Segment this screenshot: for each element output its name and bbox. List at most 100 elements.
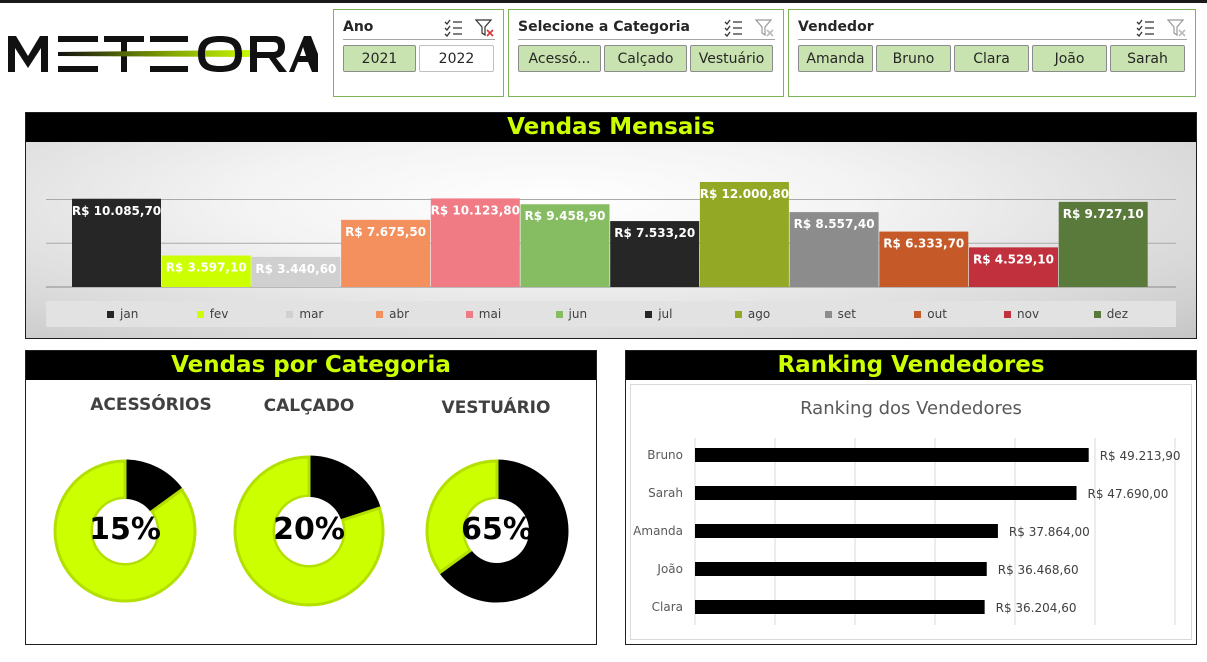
- donut-slice: [53, 459, 197, 603]
- slicer-vendedor: Vendedor Amanda Bruno Clara João Sarah: [788, 9, 1196, 97]
- legend-swatch: [555, 310, 563, 318]
- legend-swatch: [107, 310, 114, 318]
- legend-swatch: [1004, 310, 1011, 318]
- monthly-sales-legend: jan fev mar abr mai jun jul ago set out nov dez: [46, 301, 1176, 327]
- legend-swatch: [1093, 310, 1101, 318]
- legend-swatch: [286, 310, 294, 318]
- clear-filter-icon[interactable]: [755, 18, 775, 38]
- rank-category-label: Amanda: [633, 524, 683, 538]
- rank-value-label: R$ 36.468,60: [998, 563, 1079, 577]
- data-label-mar: R$ 3.440,60: [255, 262, 336, 276]
- slicer-categoria-title: Selecione a Categoria: [518, 19, 690, 35]
- category-label-0: ACESSÓRIOS: [90, 395, 212, 415]
- slicer-ano-title: Ano: [343, 19, 374, 35]
- bar-abr: [341, 219, 431, 287]
- legend-item-mai: mai: [465, 307, 502, 321]
- legend-label: set: [837, 307, 856, 321]
- slicer-vendedor-item-bruno[interactable]: Bruno: [876, 45, 951, 72]
- donut-slice: [233, 455, 385, 607]
- bar-nov: [969, 247, 1058, 287]
- clear-filter-icon[interactable]: [1167, 18, 1187, 38]
- ranking-chart: Bruno R$ 49.213,90 Sarah R$ 47.690,00 Amanda…: [633, 438, 1181, 625]
- donut-chart-0: [53, 459, 197, 603]
- monthly-sales-title: Vendas Mensais: [26, 113, 1196, 142]
- legend-swatch: [645, 310, 653, 318]
- slicer-vendedor-item-clara[interactable]: Clara: [954, 45, 1029, 72]
- rank-bar-Sarah: [695, 486, 1077, 500]
- legend-label: jun: [568, 307, 588, 321]
- slicer-categoria-item-vestuario[interactable]: Vestuário: [690, 45, 773, 72]
- legend-label: mai: [478, 307, 502, 321]
- rank-value-label: R$ 36.204,60: [996, 601, 1077, 615]
- monthly-sales-panel: Vendas Mensais R$ 10.085,70 R$ 3.597,10 R$…: [25, 112, 1197, 339]
- clear-filter-icon[interactable]: [475, 18, 495, 38]
- legend-swatch: [465, 310, 473, 318]
- ranking-title: Ranking Vendedores: [626, 351, 1196, 380]
- slicer-vendedor-item-amanda[interactable]: Amanda: [798, 45, 873, 72]
- rank-value-label: R$ 37.864,00: [1009, 525, 1090, 539]
- legend-item-out: out: [914, 307, 947, 321]
- legend-swatch: [914, 310, 922, 318]
- bar-dez: [1058, 201, 1148, 287]
- slicer-vendedor-title: Vendedor: [798, 19, 874, 35]
- rank-category-label: Clara: [652, 600, 683, 614]
- rank-bar-Amanda: [695, 524, 998, 538]
- category-sales-panel: Vendas por Categoria ACESSÓRIOS 15% CALÇAD…: [25, 350, 597, 645]
- bar-ago: [699, 181, 789, 287]
- legend-swatch: [196, 310, 204, 318]
- monthly-sales-plot: R$ 10.085,70 R$ 3.597,10 R$ 3.440,60 R$ 7.6…: [26, 142, 1196, 338]
- bar-set: [789, 212, 879, 287]
- data-label-out: R$ 6.333,70: [883, 237, 964, 251]
- data-label-mai: R$ 10.123,80: [431, 203, 520, 217]
- slicer-ano-item-2022[interactable]: 2022: [419, 45, 494, 72]
- slicer-vendedor-item-joao[interactable]: João: [1032, 45, 1107, 72]
- legend-label: fev: [209, 307, 229, 321]
- top-border: [0, 0, 1207, 3]
- slicer-categoria-item-calcado[interactable]: Calçado: [604, 45, 687, 72]
- data-label-nov: R$ 4.529,10: [973, 252, 1054, 266]
- legend-label: dez: [1106, 307, 1128, 321]
- rank-value-label: R$ 47.690,00: [1088, 487, 1169, 501]
- legend-label: mar: [299, 307, 324, 321]
- multi-select-icon[interactable]: [723, 18, 743, 38]
- data-label-ago: R$ 12.000,80: [700, 187, 789, 201]
- monthly-sales-chart: R$ 10.085,70 R$ 3.597,10 R$ 3.440,60 R$ 7.6…: [46, 181, 1176, 288]
- rank-bar-Bruno: [695, 448, 1089, 462]
- donut-percentage-2: 65%: [461, 512, 533, 547]
- ranking-chart-title: Ranking dos Vendedores: [800, 398, 1022, 419]
- bar-jul: [610, 221, 700, 287]
- donut-hole: [275, 497, 343, 565]
- slicer-ano-header: Ano: [343, 18, 495, 40]
- category-label-1: CALÇADO: [263, 396, 355, 416]
- data-label-set: R$ 8.557,40: [794, 217, 875, 231]
- ranking-panel: Ranking Vendedores Ranking dos Vendedore…: [625, 350, 1197, 645]
- multi-select-icon[interactable]: [1135, 18, 1155, 38]
- donut-slice: [438, 459, 569, 603]
- bar-mar: [251, 256, 341, 287]
- legend-swatch: [376, 310, 384, 318]
- rank-category-label: Bruno: [647, 448, 683, 462]
- legend-item-ago: ago: [734, 307, 770, 321]
- bar-out: [879, 231, 969, 287]
- bar-fev: [161, 255, 251, 287]
- rank-category-label: João: [656, 562, 683, 576]
- slicer-ano-item-2021[interactable]: 2021: [343, 45, 416, 72]
- legend-label: jul: [658, 307, 673, 321]
- donut-chart-2: [425, 459, 569, 603]
- bar-jan: [72, 198, 161, 287]
- donut-hole: [465, 499, 529, 563]
- slicer-categoria-item-acessorios[interactable]: Acessó...: [518, 45, 601, 72]
- legend-swatch: [734, 310, 742, 318]
- slicer-vendedor-header: Vendedor: [798, 18, 1187, 40]
- legend-swatch: [824, 310, 832, 318]
- category-sales-title: Vendas por Categoria: [26, 351, 596, 380]
- data-label-jan: R$ 10.085,70: [72, 204, 161, 218]
- multi-select-icon[interactable]: [443, 18, 463, 38]
- legend-item-fev: fev: [196, 307, 229, 321]
- legend-label: abr: [389, 307, 409, 321]
- slicer-vendedor-item-sarah[interactable]: Sarah: [1110, 45, 1185, 72]
- meteora-logo: [8, 36, 318, 72]
- legend-item-nov: nov: [1004, 307, 1039, 321]
- legend-item-abr: abr: [376, 307, 409, 321]
- legend-item-mar: mar: [286, 307, 323, 321]
